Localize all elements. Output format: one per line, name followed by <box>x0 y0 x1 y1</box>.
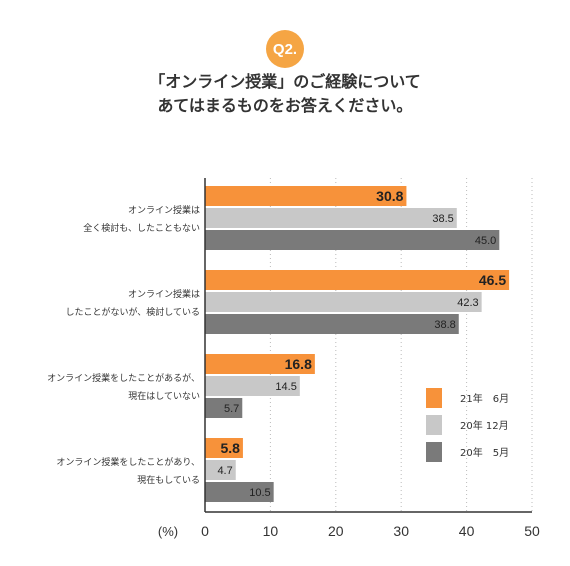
data-label-2-2: 5.7 <box>224 403 239 415</box>
category-label-3-line2: 現在もしている <box>137 474 200 486</box>
category-label-0-line2: 全く検討も、したこともない <box>83 222 200 234</box>
bar-2-2 <box>205 398 243 418</box>
bar-1-1 <box>205 292 482 312</box>
chart-title-line-1: 「オンライン授業」のご経験について <box>149 72 421 91</box>
category-label-0-line1: オンライン授業は <box>128 204 200 216</box>
bar-2-1 <box>205 376 300 396</box>
bar-3-0 <box>205 438 243 458</box>
data-label-0-1: 38.5 <box>432 213 453 225</box>
legend-label-0: 21年 6月 <box>460 392 509 405</box>
category-label-2-line1: オンライン授業をしたことがあるが、 <box>47 372 200 384</box>
category-label-1-line1: オンライン授業は <box>128 288 200 300</box>
x-tick-label-4: 40 <box>459 523 475 539</box>
x-tick-label-1: 10 <box>263 523 279 539</box>
legend-label-1: 20年 12月 <box>460 419 509 432</box>
legend-swatch-1 <box>426 415 442 435</box>
bar-1-2 <box>205 314 459 334</box>
x-tick-label-3: 30 <box>393 523 409 539</box>
data-label-2-0: 16.8 <box>285 356 312 372</box>
category-label-3-line1: オンライン授業をしたことがあり、 <box>56 456 200 468</box>
bar-1-0 <box>205 270 510 290</box>
x-tick-label-5: 50 <box>524 523 540 539</box>
data-label-1-2: 38.8 <box>434 319 455 331</box>
bar-3-1 <box>205 460 236 480</box>
data-label-3-2: 10.5 <box>249 487 270 499</box>
data-label-1-1: 42.3 <box>457 297 478 309</box>
bar-0-2 <box>205 230 500 250</box>
bar-3-2 <box>205 482 274 502</box>
bar-0-0 <box>205 186 407 206</box>
x-tick-label-0: 0 <box>201 523 209 539</box>
x-tick-label-2: 20 <box>328 523 344 539</box>
legend-label-2: 20年 5月 <box>460 446 509 459</box>
data-label-3-1: 4.7 <box>217 465 232 477</box>
data-label-0-2: 45.0 <box>475 235 496 247</box>
category-label-1-line2: したことがないが、検討している <box>65 306 200 318</box>
data-label-0-0: 30.8 <box>376 188 403 204</box>
bar-0-1 <box>205 208 457 228</box>
question-badge: Q2. <box>266 30 304 68</box>
data-label-3-0: 5.8 <box>220 440 240 456</box>
legend-swatch-0 <box>426 388 442 408</box>
x-axis-unit: (%) <box>158 524 178 539</box>
bar-2-0 <box>205 354 315 374</box>
category-label-2-line2: 現在はしていない <box>128 390 200 402</box>
legend-swatch-2 <box>426 442 442 462</box>
chart-title-line-2: あてはまるものをお答えください。 <box>157 96 413 115</box>
data-label-2-1: 14.5 <box>275 381 296 393</box>
data-label-1-0: 46.5 <box>479 272 506 288</box>
